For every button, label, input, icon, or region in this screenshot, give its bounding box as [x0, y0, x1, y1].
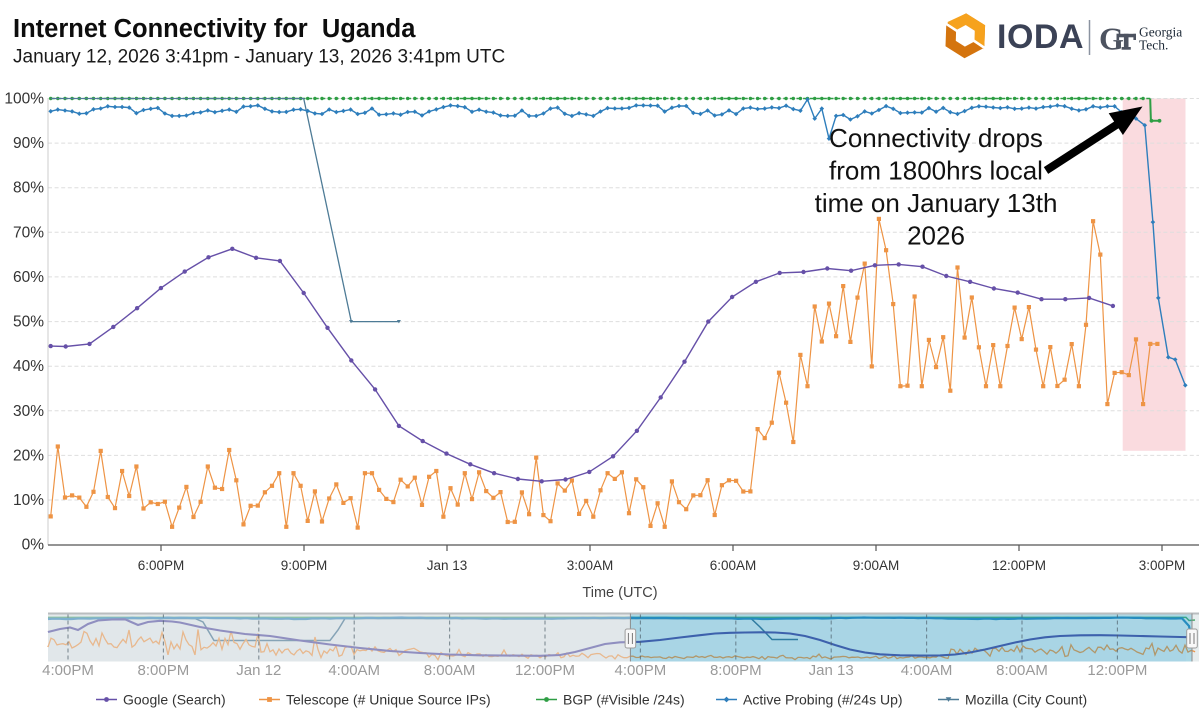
- svg-text:January 12, 2026 3:41pm - Janu: January 12, 2026 3:41pm - January 13, 20…: [13, 47, 505, 68]
- svg-text:2026: 2026: [907, 221, 965, 251]
- svg-text:8:00PM: 8:00PM: [138, 662, 190, 679]
- svg-text:Jan 13: Jan 13: [809, 662, 854, 679]
- svg-text:4:00PM: 4:00PM: [615, 662, 667, 679]
- svg-text:3:00AM: 3:00AM: [567, 558, 614, 573]
- svg-text:Georgia: Georgia: [1139, 25, 1182, 40]
- svg-text:8:00PM: 8:00PM: [710, 662, 762, 679]
- svg-text:Active Probing (#/24s Up): Active Probing (#/24s Up): [743, 692, 903, 708]
- svg-text:Time (UTC): Time (UTC): [582, 585, 657, 601]
- svg-text:8:00AM: 8:00AM: [424, 662, 476, 679]
- svg-text:9:00AM: 9:00AM: [853, 558, 900, 573]
- svg-text:4:00AM: 4:00AM: [901, 662, 953, 679]
- svg-text:100%: 100%: [4, 91, 44, 108]
- svg-text:time on January 13th: time on January 13th: [815, 188, 1058, 218]
- svg-text:20%: 20%: [13, 447, 44, 464]
- svg-text:4:00PM: 4:00PM: [42, 662, 94, 679]
- svg-text:9:00PM: 9:00PM: [281, 558, 328, 573]
- svg-text:from 1800hrs local: from 1800hrs local: [829, 156, 1043, 186]
- svg-text:0%: 0%: [22, 537, 45, 554]
- svg-text:80%: 80%: [13, 180, 44, 197]
- svg-text:Telescope (# Unique Source IPs: Telescope (# Unique Source IPs): [286, 692, 491, 708]
- svg-text:Connectivity drops: Connectivity drops: [829, 123, 1043, 153]
- svg-text:3:00PM: 3:00PM: [1139, 558, 1186, 573]
- svg-text:50%: 50%: [13, 314, 44, 331]
- svg-text:30%: 30%: [13, 403, 44, 420]
- svg-text:90%: 90%: [13, 135, 44, 152]
- svg-text:Internet Connectivity for Uga: Internet Connectivity for Uganda: [13, 15, 416, 43]
- svg-text:6:00PM: 6:00PM: [138, 558, 185, 573]
- svg-text:10%: 10%: [13, 492, 44, 509]
- svg-text:IODA: IODA: [997, 18, 1084, 56]
- svg-text:Jan 12: Jan 12: [236, 662, 281, 679]
- svg-text:12:00PM: 12:00PM: [1087, 662, 1147, 679]
- svg-text:60%: 60%: [13, 269, 44, 286]
- svg-text:6:00AM: 6:00AM: [710, 558, 757, 573]
- svg-text:8:00AM: 8:00AM: [996, 662, 1048, 679]
- svg-text:12:00PM: 12:00PM: [515, 662, 575, 679]
- svg-text:12:00PM: 12:00PM: [992, 558, 1046, 573]
- svg-text:Tech.: Tech.: [1139, 38, 1168, 53]
- svg-text:70%: 70%: [13, 224, 44, 241]
- svg-text:40%: 40%: [13, 358, 44, 375]
- svg-text:Google (Search): Google (Search): [123, 692, 226, 708]
- svg-text:Mozilla (City Count): Mozilla (City Count): [965, 692, 1087, 708]
- svg-text:4:00AM: 4:00AM: [328, 662, 380, 679]
- svg-text:Jan 13: Jan 13: [427, 558, 468, 573]
- svg-text:BGP (#Visible /24s): BGP (#Visible /24s): [563, 692, 685, 708]
- svg-text:G: G: [1099, 21, 1124, 57]
